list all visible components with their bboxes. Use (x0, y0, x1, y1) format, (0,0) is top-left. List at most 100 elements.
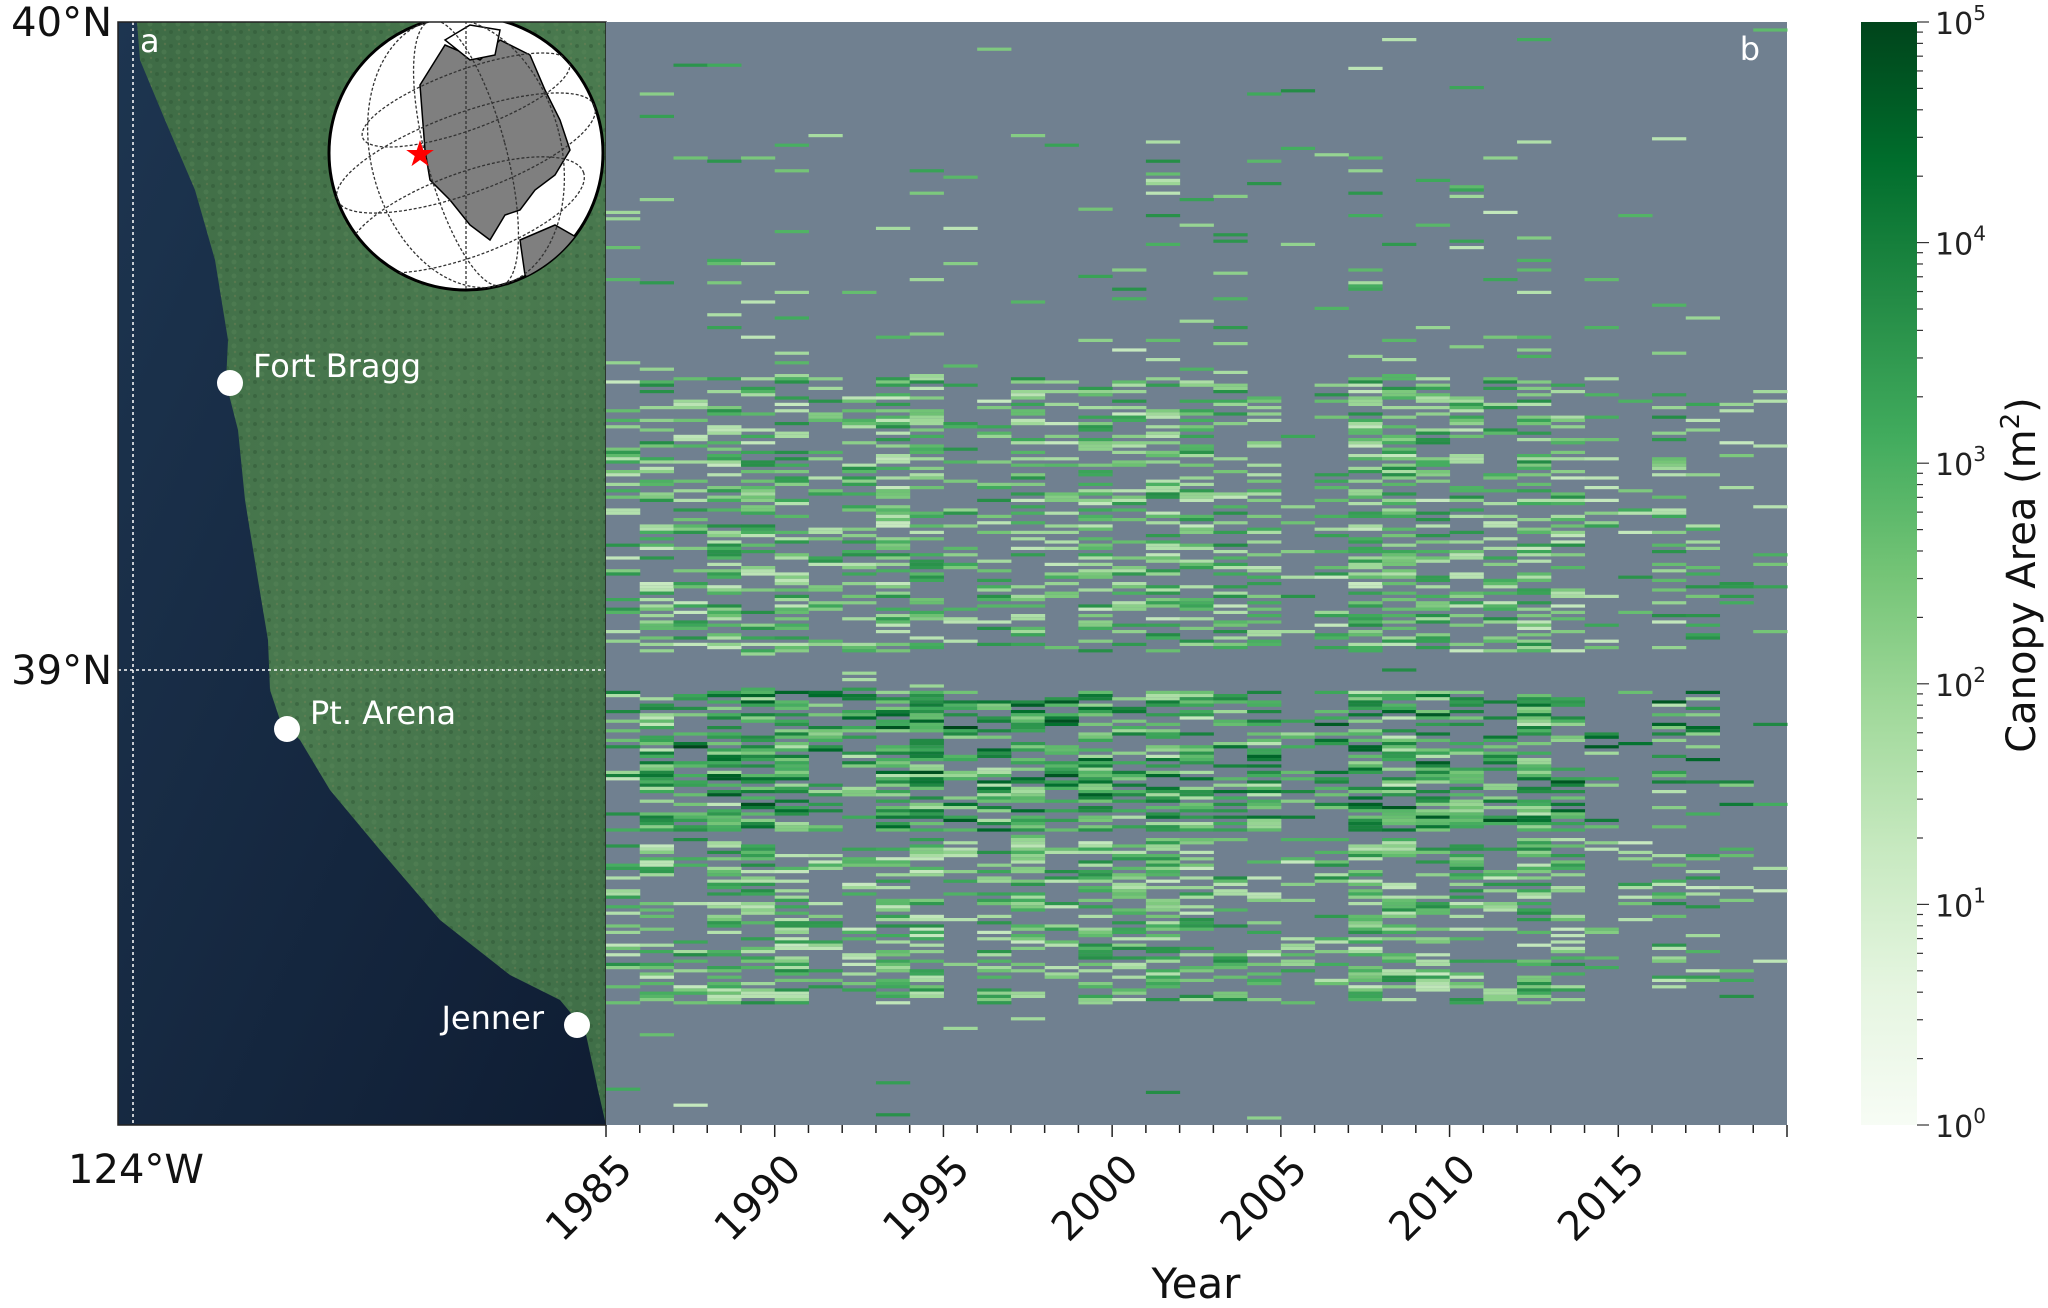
heatmap-cell (1213, 543, 1248, 547)
heatmap-cell (1010, 767, 1046, 771)
heatmap-cell (1382, 636, 1417, 640)
heatmap-cell (1314, 633, 1349, 637)
heatmap-cell (1213, 399, 1248, 403)
heatmap-cell (1382, 543, 1417, 547)
heatmap-cell (842, 687, 877, 691)
heatmap-cell (1517, 588, 1552, 592)
heatmap-cell (1010, 854, 1046, 858)
heatmap-cell (1382, 927, 1417, 931)
heatmap-cell (1179, 694, 1214, 698)
heatmap-cell (1415, 470, 1451, 474)
heatmap-cell (977, 783, 1012, 787)
heatmap-cell (639, 780, 674, 784)
heatmap-cell (808, 604, 843, 608)
heatmap-cell (774, 809, 809, 813)
heatmap-cell (1078, 793, 1113, 797)
heatmap-cell (909, 332, 944, 336)
heatmap-cell (1112, 908, 1147, 912)
heatmap-cell (909, 806, 944, 810)
heatmap-cell (1247, 758, 1282, 762)
heatmap-cell (842, 534, 877, 538)
heatmap-cell (1078, 825, 1113, 829)
heatmap-cell (1449, 854, 1484, 858)
heatmap-cell (909, 751, 944, 755)
heatmap-cell (606, 966, 641, 970)
heatmap-cell (1382, 511, 1417, 515)
heatmap-cell (740, 300, 776, 304)
heatmap-cell (707, 486, 742, 490)
heatmap-cell (606, 895, 641, 899)
heatmap-cell (639, 457, 674, 461)
heatmap-cell (606, 489, 641, 493)
heatmap-cell (1753, 630, 1788, 634)
heatmap-cell (1652, 774, 1687, 778)
heatmap-cell (1247, 822, 1282, 826)
heatmap-cell (1112, 706, 1147, 710)
heatmap-cell (1145, 425, 1181, 429)
heatmap-cell (1145, 844, 1181, 848)
heatmap-cell (875, 978, 911, 982)
heatmap-cell (1382, 751, 1417, 755)
heatmap-cell (1415, 847, 1451, 851)
heatmap-cell (1449, 722, 1484, 726)
heatmap-cell (1449, 998, 1484, 1002)
heatmap-cell (606, 457, 641, 461)
heatmap-cell (639, 713, 674, 717)
heatmap-cell (1483, 428, 1518, 432)
heatmap-cell (842, 582, 877, 586)
heatmap-cell (943, 546, 978, 550)
heatmap-cell (639, 626, 674, 630)
heatmap-cell (1044, 380, 1079, 384)
heatmap-cell (606, 985, 641, 989)
heatmap-cell (1685, 524, 1721, 528)
heatmap-cell (639, 623, 674, 627)
heatmap-cell (1078, 690, 1113, 694)
heatmap-cell (1483, 502, 1518, 506)
heatmap-cell (909, 476, 944, 480)
heatmap-cell (808, 457, 843, 461)
heatmap-cell (1685, 713, 1721, 717)
heatmap-cell (1415, 473, 1451, 477)
heatmap-cell (673, 530, 708, 534)
heatmap-cell (1213, 809, 1248, 813)
heatmap-cell (1280, 799, 1316, 803)
heatmap-cell (1415, 940, 1451, 944)
heatmap-cell (1415, 540, 1451, 544)
heatmap-cell (707, 377, 742, 381)
heatmap-cell (1010, 841, 1046, 845)
heatmap-cell (1415, 479, 1451, 483)
heatmap-cell (1010, 598, 1046, 602)
heatmap-cell (1449, 489, 1484, 493)
heatmap-cell (1753, 390, 1788, 394)
heatmap-cell (740, 569, 776, 573)
heatmap-cell (740, 946, 776, 950)
heatmap-cell (1348, 546, 1383, 550)
heatmap-cell (1517, 844, 1552, 848)
heatmap-cell (1348, 582, 1383, 586)
colorbar-tick-label: 101 (1935, 883, 1986, 924)
heatmap-cell (774, 719, 809, 723)
heatmap-cell (1483, 716, 1518, 720)
heatmap-cell (1145, 838, 1181, 842)
heatmap-cell (1010, 402, 1046, 406)
heatmap-cell (774, 470, 809, 474)
heatmap-cell (1449, 406, 1484, 410)
heatmap-cell (1078, 863, 1113, 867)
heatmap-cell (977, 460, 1012, 464)
heatmap-cell (1179, 428, 1214, 432)
heatmap-cell (1652, 700, 1687, 704)
heatmap-cell (1415, 460, 1451, 464)
heatmap-cell (774, 927, 809, 931)
heatmap-cell (842, 562, 877, 566)
heatmap-cell (1010, 898, 1046, 902)
heatmap-cell (740, 863, 776, 867)
heatmap-cell (1685, 473, 1721, 477)
heatmap-cell (1652, 466, 1687, 470)
heatmap-cell (808, 969, 843, 973)
heatmap-cell (774, 991, 809, 995)
heatmap-cell (1449, 889, 1484, 893)
heatmap-cell (1382, 930, 1417, 934)
heatmap-cell (1449, 345, 1484, 349)
heatmap-cell (1112, 809, 1147, 813)
heatmap-cell (1415, 799, 1451, 803)
